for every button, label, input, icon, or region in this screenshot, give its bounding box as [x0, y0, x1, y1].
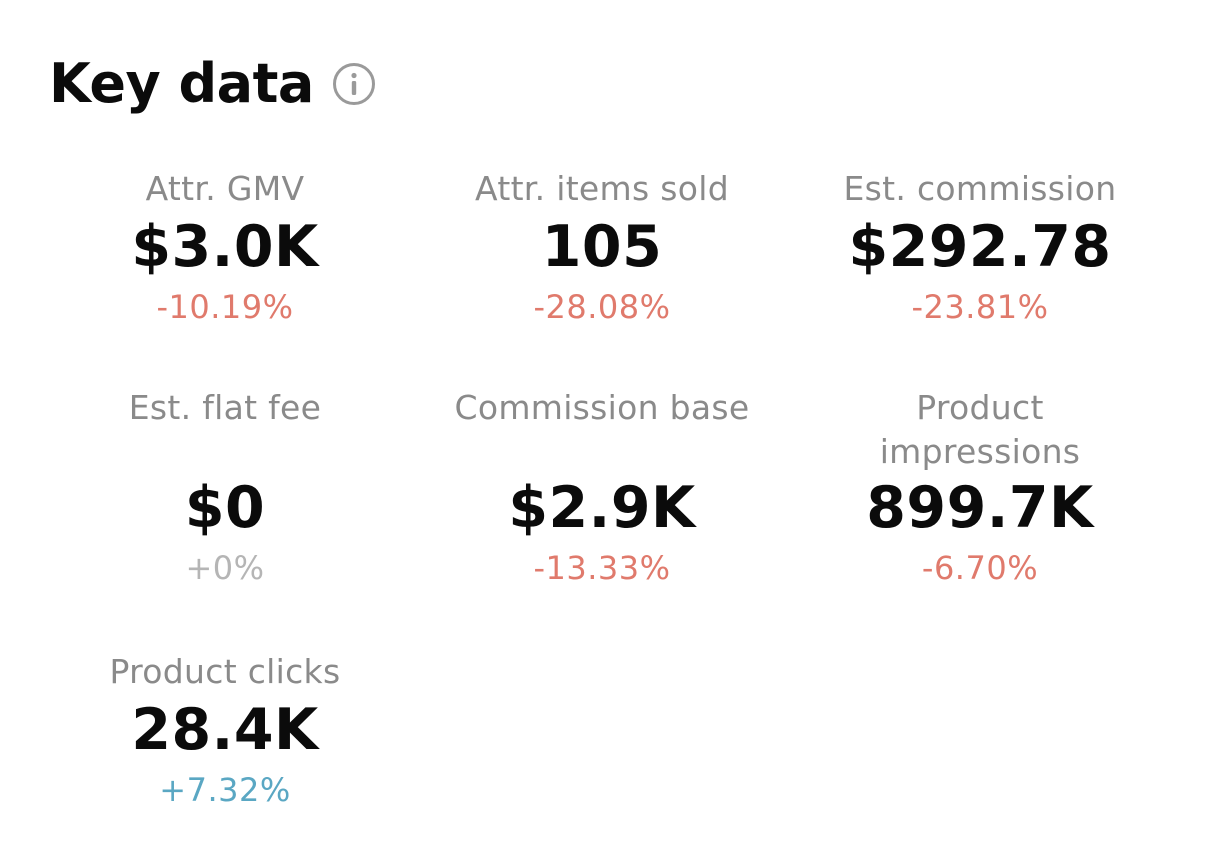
metric-value: 899.7K: [866, 475, 1094, 541]
metric-label-line: impressions: [879, 432, 1081, 471]
metric-change: -13.33%: [533, 549, 671, 587]
section-header: Key data: [49, 52, 376, 116]
metric-label-line: Product: [916, 388, 1044, 427]
metric-change: -10.19%: [156, 288, 294, 326]
metric-value: $2.9K: [508, 475, 696, 541]
metric-change: +0%: [185, 549, 265, 587]
metric-label: Est. commission: [843, 169, 1117, 208]
metric-est-commission: Est. commission $292.78 -23.81%: [800, 167, 1160, 331]
metric-value: $292.78: [848, 214, 1112, 280]
metric-product-impressions: Product impressions 899.7K -6.70%: [800, 386, 1160, 592]
metric-attr-items-sold: Attr. items sold 105 -28.08%: [422, 167, 782, 331]
metric-value: $3.0K: [131, 214, 319, 280]
metric-value: 28.4K: [131, 697, 319, 763]
metric-product-clicks: Product clicks 28.4K +7.32%: [45, 650, 405, 814]
metric-label: Commission base: [454, 388, 750, 427]
section-title: Key data: [49, 52, 314, 115]
metric-label: Product impressions: [800, 386, 1160, 476]
metric-label: Est. flat fee: [128, 388, 322, 427]
metric-change: -6.70%: [921, 549, 1039, 587]
metric-change: -23.81%: [911, 288, 1049, 326]
metric-commission-base: Commission base $2.9K -13.33%: [422, 386, 782, 592]
metric-attr-gmv: Attr. GMV $3.0K -10.19%: [45, 167, 405, 331]
metric-value: 105: [541, 214, 663, 280]
metric-label: Attr. items sold: [475, 169, 729, 208]
metric-label: Attr. GMV: [145, 169, 305, 208]
metric-est-flat-fee: Est. flat fee $0 +0%: [45, 386, 405, 592]
metric-change: -28.08%: [533, 288, 671, 326]
metric-label: Product clicks: [109, 652, 341, 691]
info-circle-icon[interactable]: [332, 62, 376, 106]
metric-value: $0: [184, 475, 266, 541]
metric-change: +7.32%: [159, 771, 291, 809]
